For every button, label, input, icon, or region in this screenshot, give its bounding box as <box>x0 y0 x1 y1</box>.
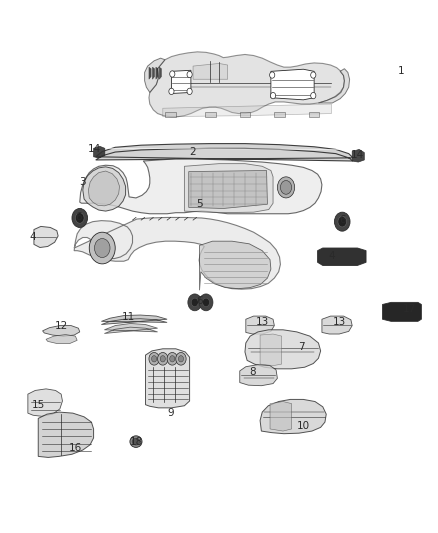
Polygon shape <box>274 112 285 117</box>
Polygon shape <box>352 149 364 162</box>
Ellipse shape <box>132 438 140 445</box>
Polygon shape <box>159 67 162 79</box>
Polygon shape <box>240 365 277 386</box>
Polygon shape <box>309 112 319 117</box>
Polygon shape <box>382 302 421 321</box>
Text: 18: 18 <box>129 437 143 447</box>
Circle shape <box>160 356 166 362</box>
Text: 4: 4 <box>328 251 335 261</box>
Polygon shape <box>271 69 314 100</box>
Circle shape <box>199 294 213 311</box>
Circle shape <box>311 72 316 78</box>
Text: 6: 6 <box>339 215 346 225</box>
Polygon shape <box>270 401 292 431</box>
Circle shape <box>72 208 88 228</box>
Text: 13: 13 <box>256 317 269 327</box>
Polygon shape <box>260 399 326 434</box>
Polygon shape <box>171 70 191 93</box>
Circle shape <box>95 239 110 257</box>
Polygon shape <box>42 326 80 336</box>
Circle shape <box>176 352 186 365</box>
Polygon shape <box>193 63 228 79</box>
Text: 9: 9 <box>167 408 174 418</box>
Circle shape <box>187 71 192 78</box>
Polygon shape <box>200 241 271 290</box>
Circle shape <box>311 92 316 99</box>
Polygon shape <box>156 67 158 79</box>
Polygon shape <box>189 171 268 208</box>
Circle shape <box>338 216 346 227</box>
Circle shape <box>270 92 276 99</box>
Polygon shape <box>28 389 63 416</box>
Polygon shape <box>149 67 151 79</box>
Text: 12: 12 <box>55 320 68 330</box>
Polygon shape <box>184 164 273 213</box>
Circle shape <box>158 352 168 365</box>
Polygon shape <box>88 171 120 206</box>
Circle shape <box>270 72 275 78</box>
Circle shape <box>187 88 192 94</box>
Text: 11: 11 <box>122 312 135 321</box>
Text: 10: 10 <box>297 421 310 431</box>
Circle shape <box>188 294 202 311</box>
Circle shape <box>277 177 295 198</box>
Text: 7: 7 <box>298 342 304 352</box>
Circle shape <box>170 356 175 362</box>
Text: 6: 6 <box>196 296 203 306</box>
Text: 3: 3 <box>79 177 86 187</box>
Circle shape <box>152 356 157 362</box>
Polygon shape <box>145 58 165 92</box>
Polygon shape <box>145 349 190 408</box>
Polygon shape <box>152 67 155 79</box>
Polygon shape <box>318 248 366 265</box>
Polygon shape <box>240 112 250 117</box>
Ellipse shape <box>130 436 142 447</box>
Circle shape <box>178 356 184 362</box>
Polygon shape <box>46 335 77 343</box>
Polygon shape <box>80 159 322 214</box>
Polygon shape <box>318 69 350 103</box>
Polygon shape <box>260 334 282 366</box>
Text: 14: 14 <box>88 144 101 154</box>
Polygon shape <box>163 104 332 117</box>
Polygon shape <box>166 112 176 117</box>
Text: 8: 8 <box>249 367 256 377</box>
Polygon shape <box>246 316 274 334</box>
Text: 4: 4 <box>30 232 36 243</box>
Circle shape <box>169 88 174 94</box>
Circle shape <box>191 298 198 306</box>
Text: 16: 16 <box>68 443 81 454</box>
Polygon shape <box>245 330 321 369</box>
Polygon shape <box>96 143 353 161</box>
Text: 6: 6 <box>75 213 82 222</box>
Polygon shape <box>74 217 280 289</box>
Polygon shape <box>104 324 158 334</box>
Polygon shape <box>94 146 105 158</box>
Polygon shape <box>322 316 352 334</box>
Circle shape <box>167 352 177 365</box>
Circle shape <box>170 71 175 77</box>
Text: 1: 1 <box>397 66 404 76</box>
Text: 15: 15 <box>32 400 45 410</box>
Text: 17: 17 <box>403 304 416 314</box>
Polygon shape <box>83 167 126 211</box>
Text: 13: 13 <box>332 317 346 327</box>
Polygon shape <box>149 52 344 117</box>
Text: 5: 5 <box>196 199 203 209</box>
Circle shape <box>280 181 292 194</box>
Polygon shape <box>34 227 58 247</box>
Polygon shape <box>101 315 167 325</box>
Polygon shape <box>205 112 215 117</box>
Text: 2: 2 <box>190 147 196 157</box>
Polygon shape <box>38 412 94 457</box>
Circle shape <box>202 298 209 306</box>
Circle shape <box>89 232 115 264</box>
Text: 14: 14 <box>351 150 364 160</box>
Circle shape <box>335 212 350 231</box>
Circle shape <box>149 352 159 365</box>
Circle shape <box>75 213 84 223</box>
